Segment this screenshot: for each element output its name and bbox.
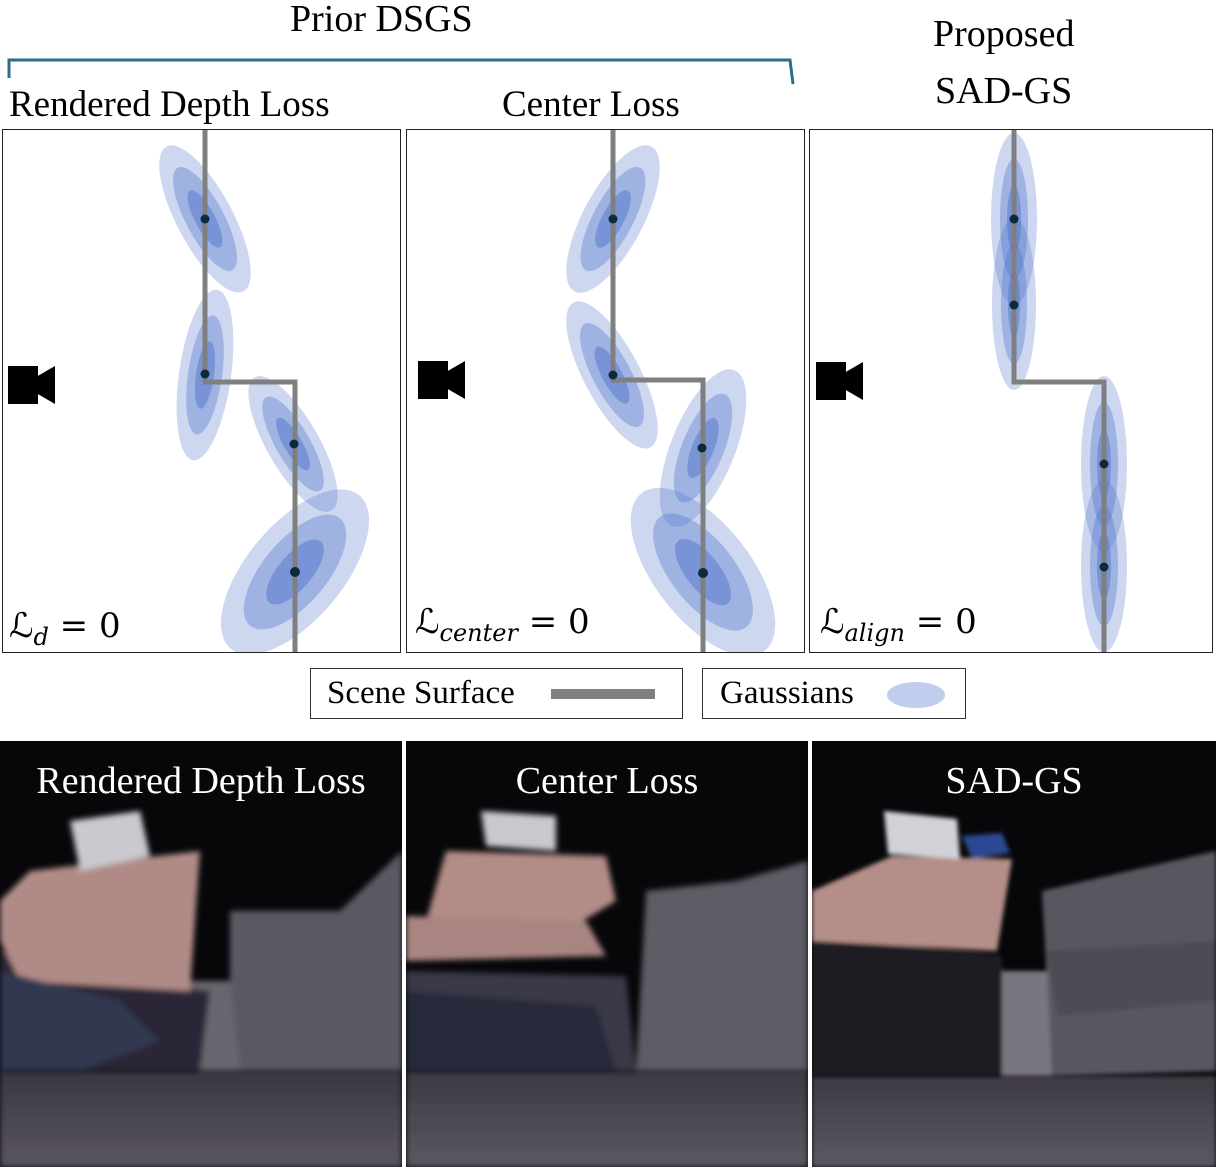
panel-rendered-depth: ℒd = 0 <box>2 129 401 653</box>
loss-depth-label: ℒd = 0 <box>9 606 121 651</box>
legend-surface-label: Scene Surface <box>327 675 515 711</box>
render-depth-loss-label: Rendered Depth Loss <box>36 760 366 802</box>
gaussian-centers <box>608 214 708 578</box>
panel-title-rendered-depth: Rendered Depth Loss <box>9 84 330 125</box>
gaussian-ellipses <box>566 145 776 652</box>
scene-surface-line <box>1011 130 1107 652</box>
proposed-heading-line2: SAD-GS <box>935 70 1073 112</box>
render-depth-loss-image <box>0 741 402 1167</box>
render-center-loss: Center Loss <box>406 741 808 1167</box>
loss-center-label: ℒcenter = 0 <box>415 602 590 647</box>
panel-center-loss: ℒcenter = 0 <box>406 129 805 653</box>
gaussian-ellipses <box>991 133 1127 652</box>
legend-surface-swatch <box>551 689 655 699</box>
panel-rendered-depth-diagram <box>8 130 370 652</box>
panel-align-loss: ℒalign = 0 <box>809 129 1213 653</box>
render-sad-gs-image <box>812 741 1216 1167</box>
prior-dsgs-bracket <box>7 58 795 85</box>
legend-gaussians: Gaussians <box>702 668 966 719</box>
camera-icon <box>8 366 55 404</box>
render-sad-gs-label: SAD-GS <box>945 760 1083 802</box>
render-sad-gs: SAD-GS <box>812 741 1216 1167</box>
render-center-loss-image <box>406 741 808 1167</box>
gaussian-ellipses <box>159 145 370 652</box>
render-depth-loss: Rendered Depth Loss <box>0 741 402 1167</box>
prior-dsgs-heading: Prior DSGS <box>290 0 473 40</box>
scene-surface-line <box>202 130 298 652</box>
legend-gaussians-swatch <box>887 682 945 708</box>
panel-align-loss-diagram <box>816 130 1127 652</box>
gaussian-centers <box>200 214 300 577</box>
camera-icon <box>418 361 465 399</box>
panel-title-center: Center Loss <box>502 84 680 125</box>
legend-gaussians-label: Gaussians <box>720 675 854 711</box>
gaussian-centers <box>1009 214 1109 572</box>
panel-center-loss-diagram <box>418 130 776 652</box>
scene-surface-line <box>610 130 706 652</box>
proposed-heading-line1: Proposed <box>933 13 1075 55</box>
render-center-loss-label: Center Loss <box>515 760 699 802</box>
camera-icon <box>816 362 863 400</box>
legend-surface: Scene Surface <box>310 668 683 719</box>
loss-align-label: ℒalign = 0 <box>820 602 977 647</box>
